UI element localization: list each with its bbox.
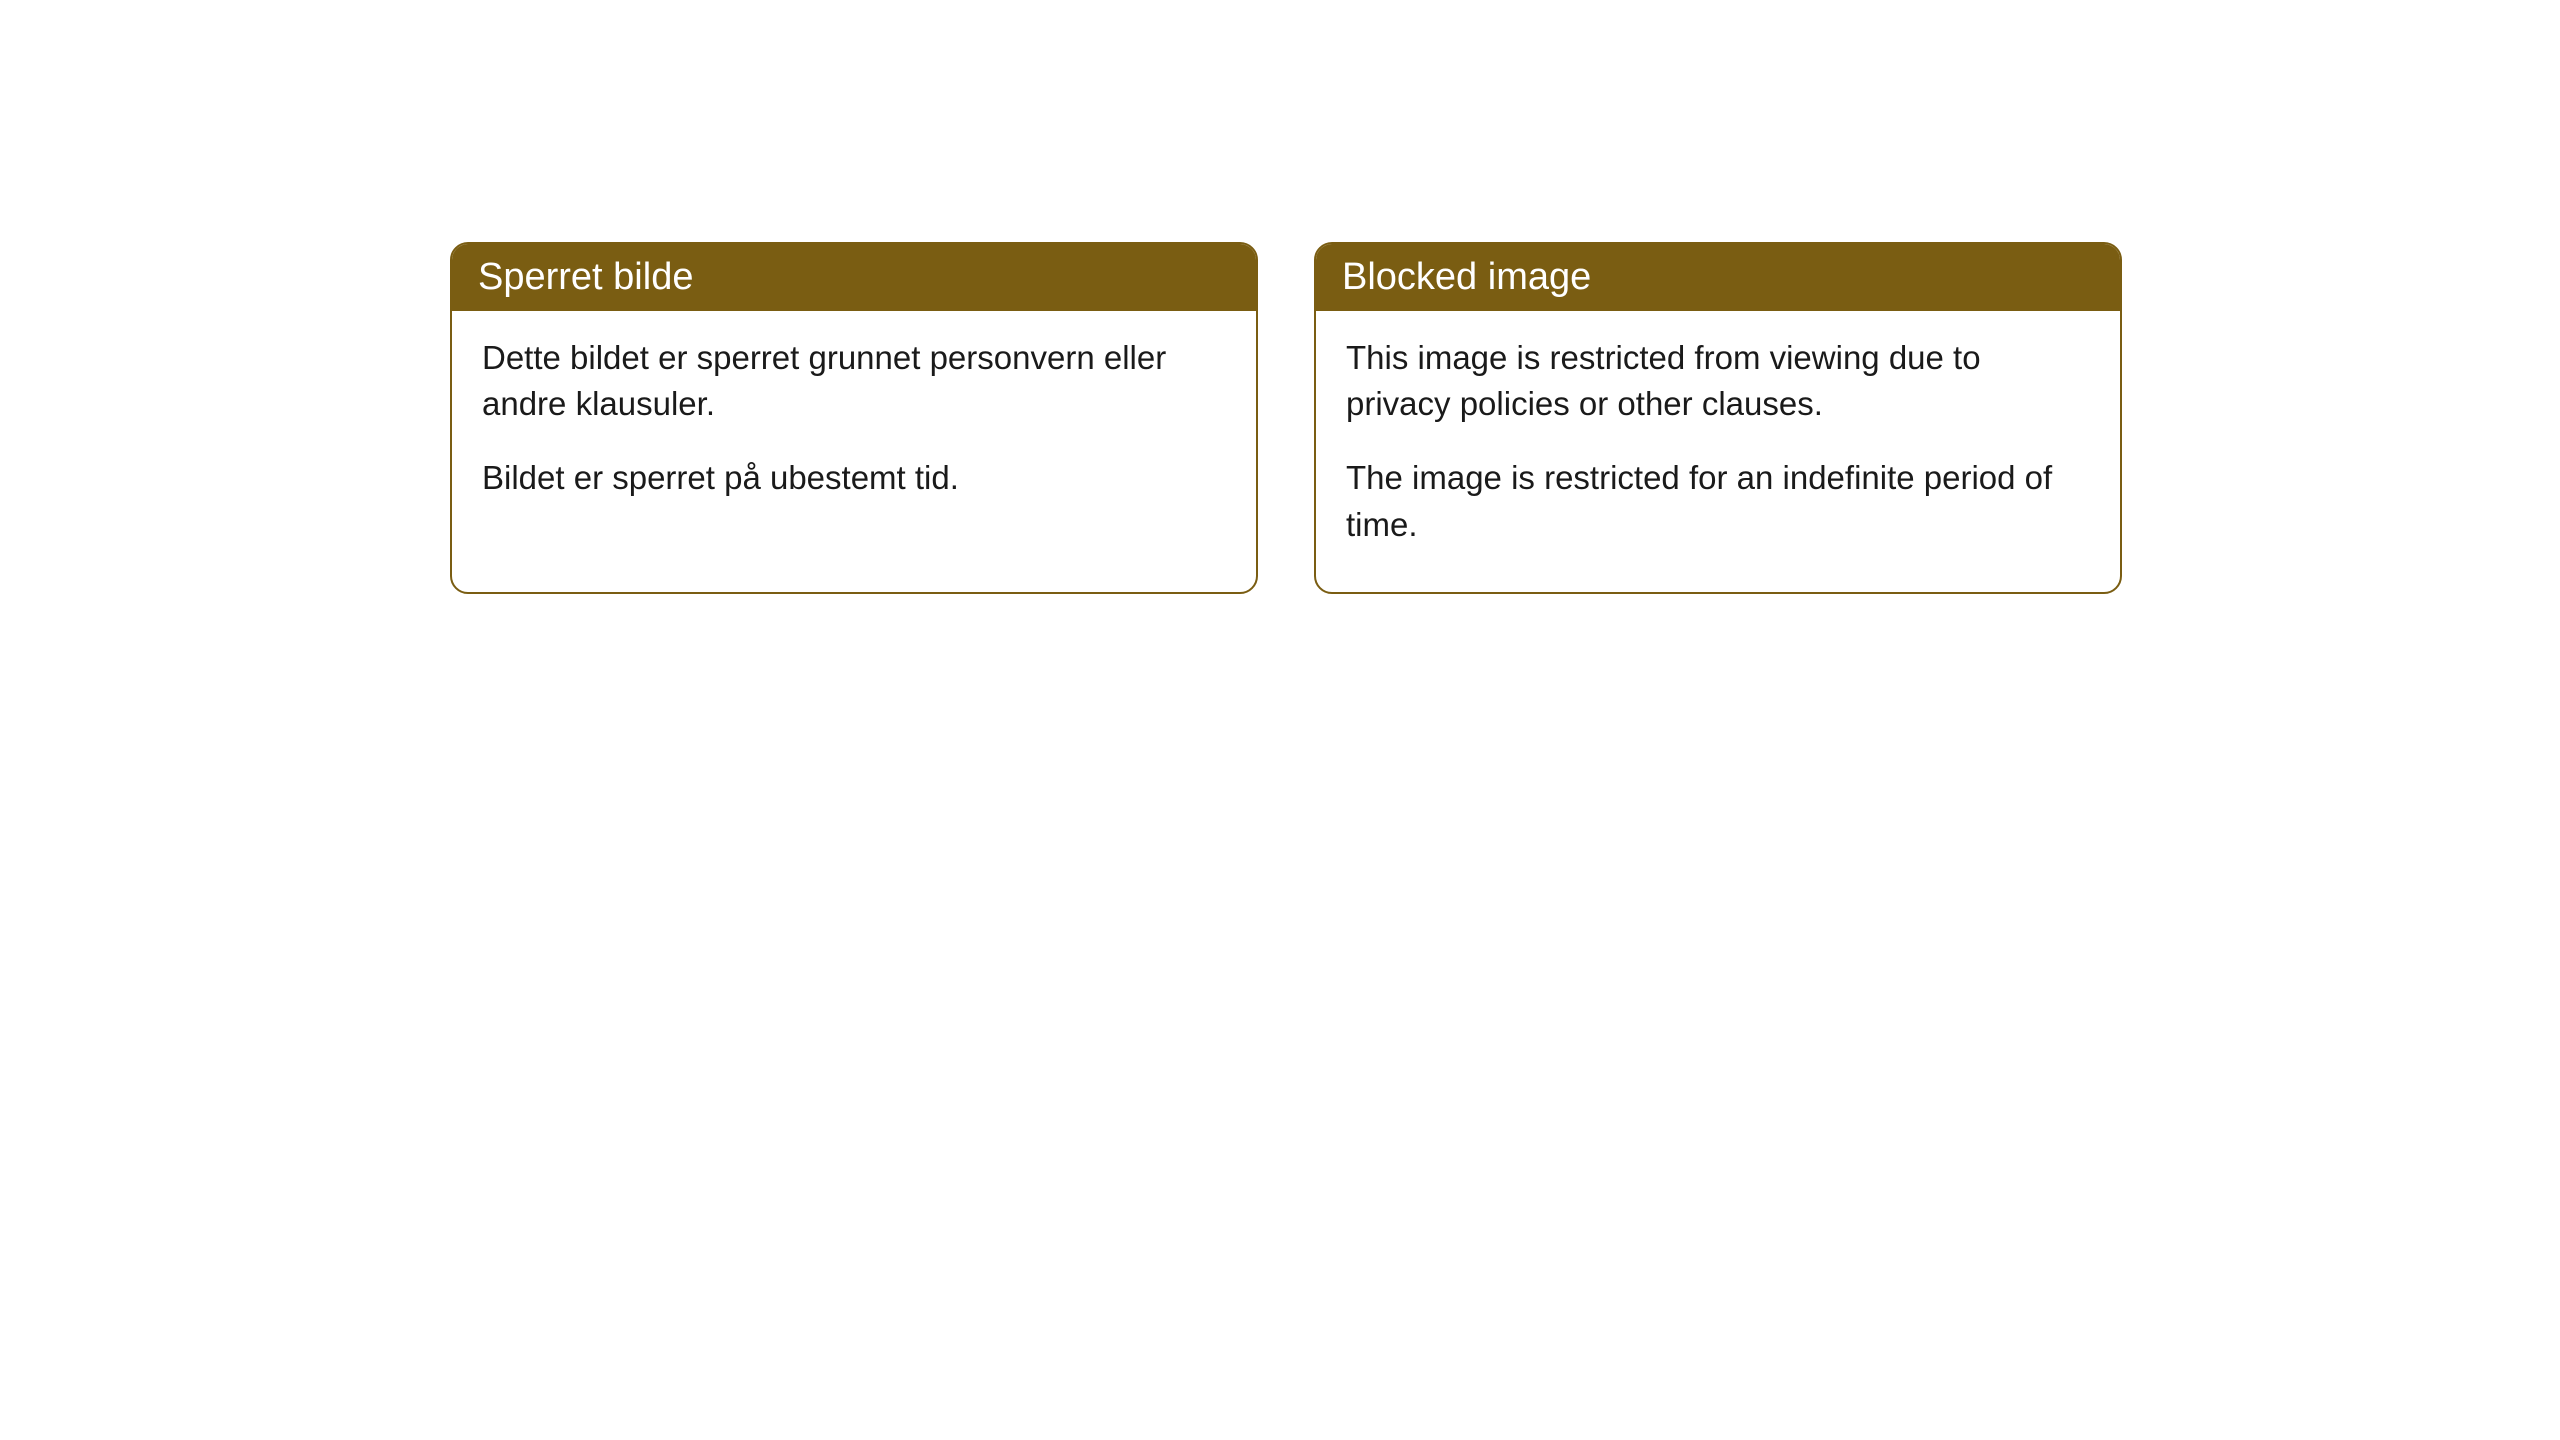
- card-body-english: This image is restricted from viewing du…: [1316, 311, 2120, 592]
- card-paragraph-2-norwegian: Bildet er sperret på ubestemt tid.: [482, 455, 1226, 501]
- card-header-english: Blocked image: [1316, 244, 2120, 311]
- card-header-norwegian: Sperret bilde: [452, 244, 1256, 311]
- blocked-image-card-norwegian: Sperret bilde Dette bildet er sperret gr…: [450, 242, 1258, 594]
- notice-cards-container: Sperret bilde Dette bildet er sperret gr…: [450, 242, 2122, 594]
- card-paragraph-1-norwegian: Dette bildet er sperret grunnet personve…: [482, 335, 1226, 427]
- card-paragraph-2-english: The image is restricted for an indefinit…: [1346, 455, 2090, 547]
- card-paragraph-1-english: This image is restricted from viewing du…: [1346, 335, 2090, 427]
- blocked-image-card-english: Blocked image This image is restricted f…: [1314, 242, 2122, 594]
- card-body-norwegian: Dette bildet er sperret grunnet personve…: [452, 311, 1256, 546]
